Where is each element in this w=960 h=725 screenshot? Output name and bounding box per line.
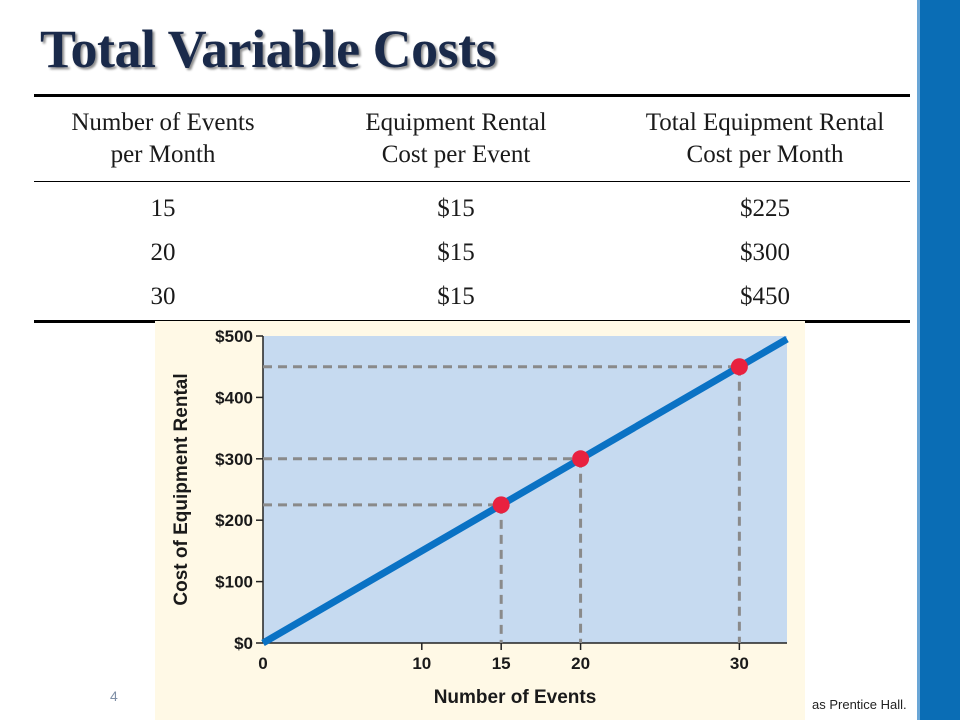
y-tick-label: $500 xyxy=(215,327,253,346)
header-cost-per-event: Equipment Rental Cost per Event xyxy=(292,97,620,182)
x-tick-label: 15 xyxy=(492,654,511,673)
table-header-row: Number of Events per Month Equipment Ren… xyxy=(34,97,910,182)
table-cell: 30 xyxy=(150,283,176,310)
rental-cost-chart: $0 $100 $200 $300 $400 $500 0 10 15 20 30 Number of… xyxy=(171,327,789,708)
header-events-line-2: per Month xyxy=(110,141,216,168)
table-frame: Number of Events per Month Equipment Ren… xyxy=(24,86,916,324)
table-cell: $15 xyxy=(437,195,475,222)
header-events: Number of Events per Month xyxy=(34,97,292,182)
x-tick-label: 0 xyxy=(258,654,267,673)
table-cell: $300 xyxy=(740,239,790,266)
side-stripe xyxy=(917,0,920,720)
table-cell: $15 xyxy=(437,283,475,310)
x-axis-label: Number of Events xyxy=(434,687,597,708)
table-row: 30 $15 $450 xyxy=(34,276,910,320)
table-row: 20 $15 $300 xyxy=(34,232,910,276)
chart-area: $0 $100 $200 $300 $400 $500 0 10 15 20 30 Number of… xyxy=(155,321,805,720)
cost-table: Number of Events per Month Equipment Ren… xyxy=(34,94,910,323)
table-cell: $15 xyxy=(437,239,475,266)
table-row: 15 $15 $225 xyxy=(34,182,910,233)
page-number: 4 xyxy=(110,688,118,704)
y-tick-label: $200 xyxy=(215,511,253,530)
x-tick-label: 30 xyxy=(730,654,749,673)
y-tick-label: $100 xyxy=(215,573,253,592)
y-axis-label: Cost of Equipment Rental xyxy=(171,373,192,605)
slide-title: Total Variable Costs xyxy=(40,19,497,79)
side-band xyxy=(920,0,960,720)
copyright-text: as Prentice Hall. xyxy=(812,697,907,712)
y-tick-label: $400 xyxy=(215,388,253,407)
header-cost-per-event-line-1: Equipment Rental xyxy=(365,109,547,136)
data-point xyxy=(572,450,590,468)
x-tick-label: 20 xyxy=(571,654,590,673)
table-cell: 15 xyxy=(150,195,176,222)
y-tick-label: $0 xyxy=(234,634,253,653)
header-events-line-1: Number of Events xyxy=(71,109,255,136)
header-total-cost-line-1: Total Equipment Rental xyxy=(645,109,885,136)
header-cost-per-event-line-2: Cost per Event xyxy=(381,141,531,168)
cost-line xyxy=(261,336,789,647)
y-tick-label: $300 xyxy=(215,450,253,469)
data-point xyxy=(492,496,510,514)
x-tick-label: 10 xyxy=(412,654,431,673)
table-cell: $450 xyxy=(740,283,790,310)
header-total-cost-line-2: Cost per Month xyxy=(686,141,844,168)
data-point xyxy=(730,358,748,376)
table-cell: 20 xyxy=(150,239,176,266)
header-total-cost: Total Equipment Rental Cost per Month xyxy=(620,97,910,182)
table-cell: $225 xyxy=(740,195,790,222)
